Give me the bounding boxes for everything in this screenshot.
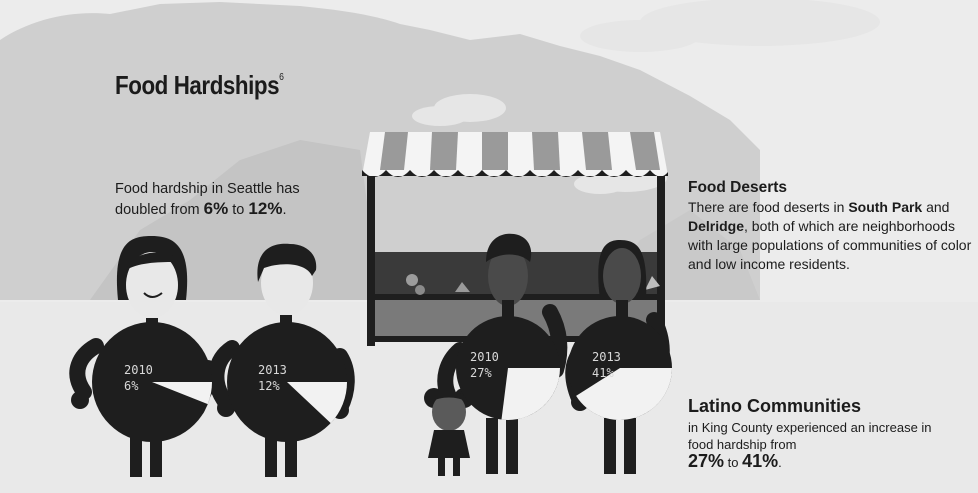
pie-year-label: 2010	[124, 363, 153, 377]
seattle-to-value: 12%	[248, 199, 283, 218]
footnote-marker: 6	[279, 72, 284, 83]
pie-percent-label: 12%	[258, 379, 280, 393]
pie-figure-2010-2: 2010 27%	[456, 316, 560, 420]
page-title: Food Hardships6	[115, 70, 284, 100]
place-delridge: Delridge	[688, 218, 745, 234]
food-deserts-block: Food Deserts There are food deserts in S…	[688, 178, 978, 274]
pie-wedge	[501, 368, 560, 420]
pie-percent-label: 41%	[592, 366, 614, 380]
person-child	[424, 388, 474, 476]
pie-percent-label: 6%	[124, 379, 139, 393]
pie-wedge	[576, 368, 672, 421]
latino-heading: Latino Communities	[688, 396, 862, 416]
place-south-park: South Park	[848, 199, 923, 215]
pie-wedge	[287, 382, 347, 424]
food-deserts-heading: Food Deserts	[688, 179, 788, 196]
pie-figure-2013-3: 2013 41%	[568, 316, 672, 421]
latino-to-value: 41%	[742, 451, 779, 471]
pie-year-label: 2013	[258, 363, 287, 377]
pie-wedge	[152, 382, 212, 405]
pie-year-label: 2010	[470, 350, 499, 364]
pie-figure-2010-0: 2010 6%	[92, 322, 212, 442]
latino-from-value: 27%	[688, 451, 725, 471]
pie-figure-2013-1: 2013 12%	[227, 322, 347, 442]
pie-percent-label: 27%	[470, 366, 492, 380]
awning	[362, 132, 668, 177]
seattle-hardship-text: Food hardship in Seattle has doubled fro…	[115, 181, 300, 218]
latino-communities-block: Latino Communities in King County experi…	[688, 396, 948, 471]
seattle-from-value: 6%	[203, 199, 229, 218]
pie-year-label: 2013	[592, 350, 621, 364]
hardship-pies: 2010 6% 2013 12% 2010 27% 2013 41%	[92, 316, 672, 442]
